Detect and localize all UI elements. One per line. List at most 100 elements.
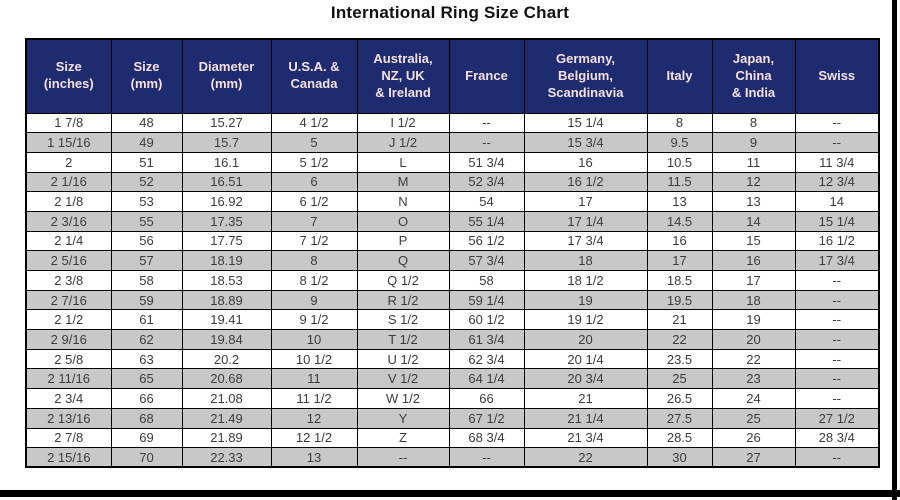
table-cell: 18: [523, 250, 648, 271]
table-cell: 27 1/2: [794, 407, 880, 429]
table-cell: 17 3/4: [523, 230, 648, 252]
table-cell: 15.27: [181, 112, 272, 134]
table-row: 2 5/8 63 20.2 10 1/2 U 1/2 62 3/4 20 1/4 23.5 22…: [25, 348, 880, 370]
column-header: Swiss: [794, 38, 880, 114]
table-cell: 21 3/4: [523, 427, 648, 449]
table-cell: --: [794, 132, 880, 153]
table-cell: Z: [356, 427, 450, 449]
column-header: Italy: [646, 38, 713, 114]
table-cell: --: [794, 368, 880, 390]
table-cell: 13: [270, 447, 358, 468]
table-cell: 5 1/2: [270, 151, 358, 173]
table-cell: 2 3/4: [25, 388, 112, 409]
table-cell: 7 1/2: [270, 230, 358, 252]
table-cell: 52: [110, 171, 183, 193]
column-header: Australia, NZ, UK & Ireland: [356, 38, 450, 114]
table-cell: 8: [711, 112, 796, 134]
table-cell: 55: [110, 210, 183, 232]
table-cell: 1 7/8: [25, 112, 112, 134]
table-cell: 21.89: [181, 427, 272, 449]
table-cell: 60 1/2: [448, 309, 525, 331]
right-border-bar: [892, 0, 897, 500]
table-cell: 18.89: [181, 289, 272, 311]
table-cell: 11: [270, 368, 358, 390]
table-cell: 70: [110, 447, 183, 468]
table-row: 1 7/8 48 15.27 4 1/2 I 1/2 -- 15 1/4 8 8 --: [25, 112, 880, 134]
table-cell: 2 1/16: [25, 171, 112, 193]
table-cell: 22: [711, 348, 796, 370]
table-cell: --: [794, 112, 880, 134]
table-cell: 11: [711, 151, 796, 173]
table-cell: 2 7/16: [25, 289, 112, 311]
table-cell: 56 1/2: [448, 230, 525, 252]
column-header: Size (mm): [110, 38, 183, 114]
table-cell: 16: [523, 151, 648, 173]
table-cell: 66: [110, 388, 183, 409]
table-cell: 11 1/2: [270, 388, 358, 409]
table-cell: 7: [270, 210, 358, 232]
table-cell: 2 5/8: [25, 348, 112, 370]
table-cell: 11.5: [646, 171, 713, 193]
table-cell: 63: [110, 348, 183, 370]
table-cell: --: [794, 388, 880, 409]
table-row: 2 3/16 55 17.35 7 O 55 1/4 17 1/4 14.5 14 15 1/4: [25, 210, 880, 232]
table-cell: 15 3/4: [523, 132, 648, 153]
table-cell: I 1/2: [356, 112, 450, 134]
table-cell: T 1/2: [356, 329, 450, 350]
table-cell: J 1/2: [356, 132, 450, 153]
table-cell: 23: [711, 368, 796, 390]
table-cell: 17: [523, 191, 648, 212]
table-cell: 55 1/4: [448, 210, 525, 232]
table-cell: 19: [523, 289, 648, 311]
table-cell: 23.5: [646, 348, 713, 370]
table-cell: 68 3/4: [448, 427, 525, 449]
table-cell: --: [356, 447, 450, 468]
table-cell: 21: [523, 388, 648, 409]
table-cell: 28.5: [646, 427, 713, 449]
table-cell: 19: [711, 309, 796, 331]
table-cell: 65: [110, 368, 183, 390]
table-cell: 51: [110, 151, 183, 173]
table-cell: 16.51: [181, 171, 272, 193]
table-cell: 6: [270, 171, 358, 193]
column-header: U.S.A. & Canada: [270, 38, 358, 114]
table-cell: 18 1/2: [523, 270, 648, 291]
table-cell: 30: [646, 447, 713, 468]
table-cell: 21: [646, 309, 713, 331]
table-cell: 9.5: [646, 132, 713, 153]
table-header-row: Size (inches) Size (mm) Diameter (mm) U.S.A…: [25, 38, 880, 114]
table-row: 2 1/16 52 16.51 6 M 52 3/4 16 1/2 11.5 12 12 3/4: [25, 171, 880, 193]
table-cell: 61 3/4: [448, 329, 525, 350]
table-cell: --: [794, 289, 880, 311]
table-row: 2 1/2 61 19.41 9 1/2 S 1/2 60 1/2 19 1/2 21 19 --: [25, 309, 880, 331]
table-cell: 53: [110, 191, 183, 212]
table-cell: S 1/2: [356, 309, 450, 331]
table-cell: 13: [711, 191, 796, 212]
table-cell: 16.1: [181, 151, 272, 173]
table-cell: 2 9/16: [25, 329, 112, 350]
table-cell: 4 1/2: [270, 112, 358, 134]
table-cell: P: [356, 230, 450, 252]
table-cell: 2 1/2: [25, 309, 112, 331]
table-row: 1 15/16 49 15.7 5 J 1/2 -- 15 3/4 9.5 9 --: [25, 132, 880, 153]
table-cell: 19 1/2: [523, 309, 648, 331]
table-cell: 9: [711, 132, 796, 153]
table-cell: 18.5: [646, 270, 713, 291]
table-cell: 26.5: [646, 388, 713, 409]
table-cell: 20: [711, 329, 796, 350]
table-cell: 8: [270, 250, 358, 271]
table-cell: V 1/2: [356, 368, 450, 390]
table-cell: 17.35: [181, 210, 272, 232]
table-cell: 9: [270, 289, 358, 311]
table-cell: 64 1/4: [448, 368, 525, 390]
table-cell: 16: [711, 250, 796, 271]
table-cell: 5: [270, 132, 358, 153]
table-cell: 62 3/4: [448, 348, 525, 370]
table-cell: 6 1/2: [270, 191, 358, 212]
table-cell: 62: [110, 329, 183, 350]
table-cell: 22: [523, 447, 648, 468]
column-header: France: [448, 38, 525, 114]
table-cell: O: [356, 210, 450, 232]
table-cell: 17 1/4: [523, 210, 648, 232]
table-row: 2 11/16 65 20.68 11 V 1/2 64 1/4 20 3/4 25 23 --: [25, 368, 880, 390]
